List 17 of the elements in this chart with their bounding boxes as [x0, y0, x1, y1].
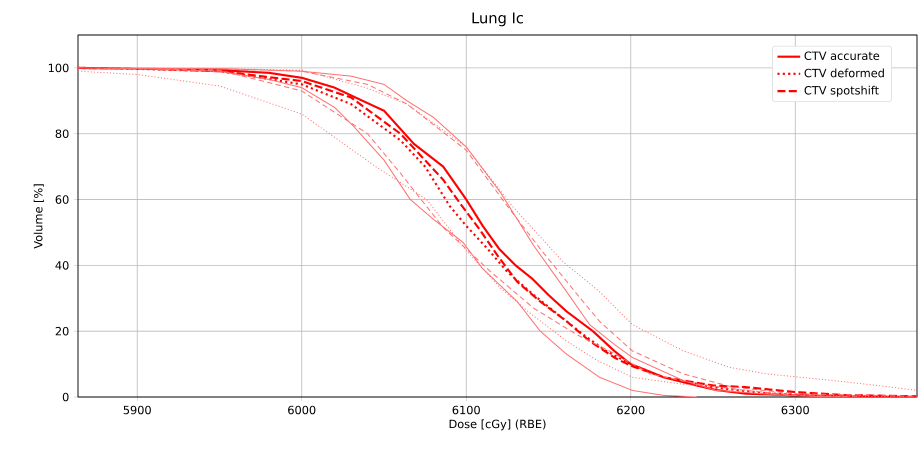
legend-label: CTV spotshift — [804, 86, 879, 97]
y-tick-label: 0 — [62, 392, 69, 402]
x-tick-label: 6000 — [288, 406, 316, 414]
chart-title: Lung Ic — [472, 12, 524, 26]
y-tick-label: 60 — [56, 195, 69, 204]
x-tick-label: 6100 — [452, 406, 480, 414]
y-tick-label: 80 — [56, 129, 69, 138]
y-tick-label: 40 — [55, 261, 69, 270]
y-tick-label: 20 — [56, 326, 69, 336]
legend-label: CTV accurate — [804, 51, 880, 60]
y-tick-label: 100 — [48, 64, 69, 72]
x-axis-title: Dose [cGy] (RBE) — [450, 419, 546, 430]
y-axis-title: Volume [%] — [34, 184, 44, 249]
x-tick-label: 5900 — [124, 406, 151, 414]
legend-label: CTV deformed — [804, 68, 884, 78]
x-tick-label: 6300 — [782, 406, 809, 414]
x-tick-label: 6200 — [617, 406, 644, 414]
